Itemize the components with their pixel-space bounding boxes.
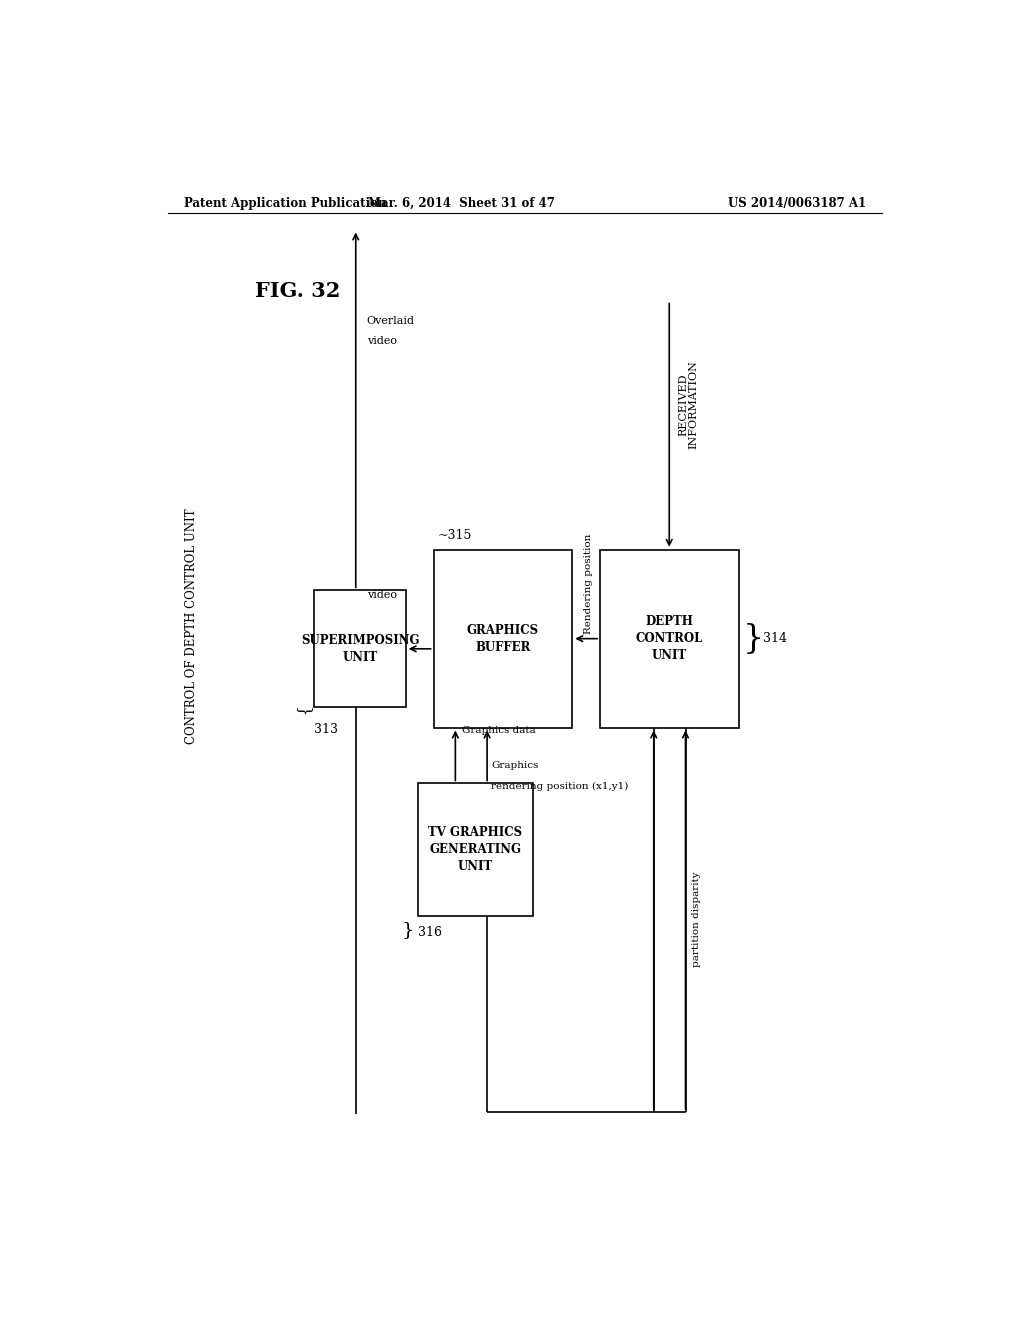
Text: video: video <box>367 337 397 346</box>
Text: 313: 313 <box>314 722 339 735</box>
Text: DEPTH
CONTROL
UNIT: DEPTH CONTROL UNIT <box>636 615 703 663</box>
Text: }: } <box>294 708 311 718</box>
Text: SUPERIMPOSING
UNIT: SUPERIMPOSING UNIT <box>301 634 420 664</box>
Text: 316: 316 <box>418 925 441 939</box>
Text: CONTROL OF DEPTH CONTROL UNIT: CONTROL OF DEPTH CONTROL UNIT <box>185 508 198 743</box>
Text: }: } <box>743 623 764 655</box>
Text: video: video <box>367 590 397 601</box>
Text: FIG. 32: FIG. 32 <box>255 281 340 301</box>
Text: }: } <box>401 921 414 939</box>
Text: 314: 314 <box>763 632 786 645</box>
Text: GRAPHICS
BUFFER: GRAPHICS BUFFER <box>467 623 539 653</box>
Bar <box>433 549 572 727</box>
Bar <box>600 549 739 727</box>
Text: ~315: ~315 <box>437 528 472 541</box>
Text: Mar. 6, 2014  Sheet 31 of 47: Mar. 6, 2014 Sheet 31 of 47 <box>368 197 555 210</box>
Text: TV GRAPHICS
GENERATING
UNIT: TV GRAPHICS GENERATING UNIT <box>428 826 522 873</box>
Text: Rendering position: Rendering position <box>585 533 593 634</box>
Text: Patent Application Publication: Patent Application Publication <box>183 197 386 210</box>
Text: Overlaid: Overlaid <box>367 315 415 326</box>
Text: Graphics data: Graphics data <box>462 726 536 735</box>
Text: partition disparity: partition disparity <box>692 873 700 968</box>
Text: Graphics: Graphics <box>492 762 539 770</box>
Text: US 2014/0063187 A1: US 2014/0063187 A1 <box>728 197 866 210</box>
Bar <box>418 784 532 916</box>
Text: rendering position (x1,y1): rendering position (x1,y1) <box>492 781 629 791</box>
Text: INFORMATION: INFORMATION <box>688 360 698 449</box>
Text: RECEIVED: RECEIVED <box>679 374 689 436</box>
Bar <box>314 590 406 708</box>
